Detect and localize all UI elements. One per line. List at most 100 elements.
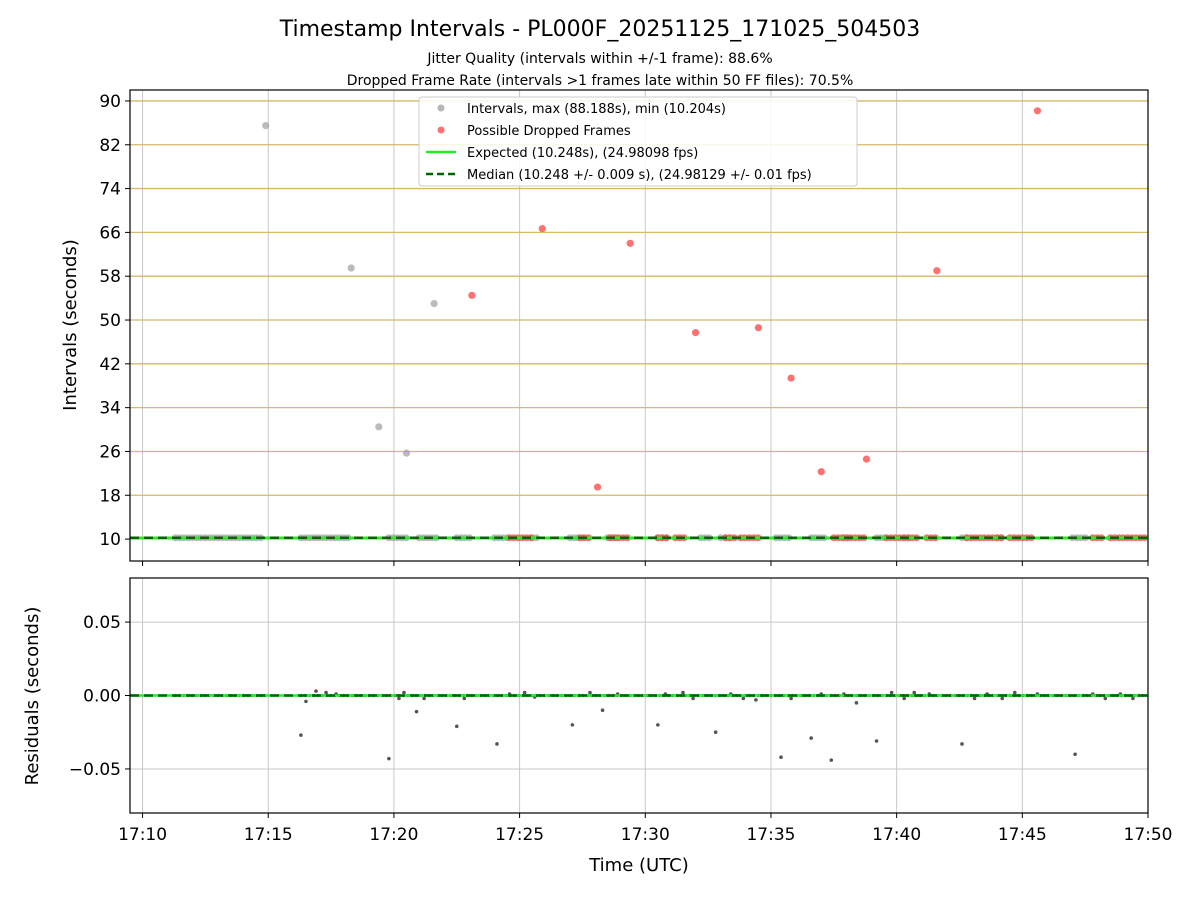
residuals-x-ticks: 17:10 17:15 17:20 17:25 17:30 17:35 17:40 17:45… <box>118 813 1173 845</box>
intervals-y-tick-label: 66 <box>99 223 121 243</box>
dropped-frame-point <box>754 324 762 332</box>
dropped-frame-point <box>538 224 546 233</box>
residual-point <box>829 758 834 762</box>
residual-point <box>681 690 685 695</box>
dropped-frame-point <box>933 267 941 275</box>
residuals-y-tick-label: 0.05 <box>83 613 121 633</box>
residuals-panel: 0.050.00−0.05 17:10 17:15 17:20 17:25 17:30 1… <box>22 577 1173 876</box>
legend-expected-label: Expected (10.248s), (24.98098 fps) <box>467 146 698 161</box>
residual-point <box>754 698 758 702</box>
residual-point <box>1103 696 1108 701</box>
residual-point <box>960 742 964 746</box>
dropped-frame-point <box>626 239 634 247</box>
residuals-y-axis-label: Residuals (seconds) <box>22 607 43 786</box>
interval-outlier-point <box>375 423 383 431</box>
legend-box <box>418 96 858 187</box>
intervals-y-tick-label: 10 <box>99 530 121 550</box>
residual-point <box>462 696 467 701</box>
intervals-panel: 10 18 26 34 42 50 58 66 74 82 90 Intervals (second… <box>60 89 1149 566</box>
legend-dropped-label: Possible Dropped Frames <box>467 124 631 139</box>
x-tick-label: 17:40 <box>872 825 921 845</box>
residual-point <box>402 690 406 695</box>
residual-point <box>600 708 605 712</box>
residual-point <box>422 696 426 701</box>
chart-subtitle-jitter: Jitter Quality (intervals within +/-1 fr… <box>426 51 772 67</box>
residuals-y-ticks: 0.05 0.00 −0.05 <box>69 613 130 780</box>
x-tick-label: 17:10 <box>118 825 167 845</box>
interval-outlier-point <box>402 449 411 457</box>
residual-point <box>1000 696 1005 701</box>
dropped-frame-point <box>691 329 700 337</box>
residual-point <box>741 696 746 701</box>
intervals-y-axis-label: Intervals (seconds) <box>60 239 81 411</box>
residual-point <box>1012 690 1017 695</box>
residual-point <box>1073 752 1077 757</box>
intervals-y-tick-label: 58 <box>99 267 121 287</box>
x-tick-label: 17:35 <box>746 825 795 845</box>
x-tick-label: 17:45 <box>998 825 1047 845</box>
x-tick-label: 17:30 <box>621 825 670 845</box>
residual-point <box>1131 696 1135 701</box>
residuals-y-tick-label: −0.05 <box>69 760 121 780</box>
residual-point <box>656 723 660 727</box>
residual-point <box>570 723 575 727</box>
residual-point <box>387 756 391 761</box>
residual-point <box>691 696 695 701</box>
residual-point <box>874 739 879 743</box>
residuals-y-tick-label: 0.00 <box>83 687 121 707</box>
residual-point <box>314 689 318 693</box>
intervals-y-tick-label: 18 <box>99 486 121 506</box>
legend-intervals-label: Intervals, max (88.188s), min (10.204s) <box>467 102 726 117</box>
x-tick-label: 17:20 <box>369 825 418 845</box>
residual-point <box>588 690 592 695</box>
residual-point <box>889 690 894 695</box>
residual-point <box>713 730 718 735</box>
residual-point <box>809 736 813 740</box>
interval-outlier-point <box>430 299 438 308</box>
residual-point <box>779 755 783 759</box>
dropped-frame-point <box>468 291 476 299</box>
x-tick-label: 17:25 <box>495 825 544 845</box>
chart-legend: Intervals, max (88.188s), min (10.204s) … <box>418 96 858 187</box>
residuals-points <box>173 689 1149 762</box>
x-tick-label: 17:50 <box>1124 825 1173 845</box>
residual-point <box>854 701 859 705</box>
residual-point <box>495 742 499 746</box>
dropped-frame-point <box>593 483 602 491</box>
residual-point <box>397 696 401 701</box>
intervals-y-tick-label: 90 <box>99 92 121 112</box>
residual-point <box>454 724 459 729</box>
interval-outlier-point <box>347 264 355 272</box>
dropped-frame-point <box>817 468 825 476</box>
x-tick-label: 17:15 <box>244 825 293 845</box>
intervals-y-tick-label: 50 <box>99 311 121 331</box>
interval-outlier-point <box>262 121 270 130</box>
intervals-y-tick-label: 74 <box>99 180 121 200</box>
intervals-y-tick-label: 34 <box>99 399 121 419</box>
intervals-axes-frame <box>129 89 1149 562</box>
residual-point <box>522 690 527 695</box>
dropped-frame-point <box>1033 107 1042 115</box>
residual-point <box>902 696 906 701</box>
intervals-x-ticks <box>142 561 1149 566</box>
residual-point <box>304 699 308 704</box>
dropped-frame-point <box>862 455 871 463</box>
intervals-y-tick-label: 42 <box>99 355 121 375</box>
intervals-y-tick-label: 26 <box>99 442 121 462</box>
chart-title: Timestamp Intervals - PL000F_20251125_17… <box>279 17 921 42</box>
legend-intervals-marker <box>437 104 445 112</box>
residual-point <box>414 709 419 714</box>
residual-point <box>972 696 977 701</box>
residual-point <box>912 690 917 695</box>
chart-subtitle-dropped: Dropped Frame Rate (intervals >1 frames … <box>347 73 854 89</box>
dropped-frame-point <box>787 374 795 382</box>
residual-point <box>789 696 793 701</box>
legend-dropped-marker <box>437 126 445 134</box>
legend-median-label: Median (10.248 +/- 0.009 s), (24.98129 +… <box>467 168 812 183</box>
residual-point <box>324 690 328 695</box>
x-axis-label: Time (UTC) <box>588 855 689 876</box>
intervals-y-ticks: 10 18 26 34 42 50 58 66 74 82 90 <box>99 92 130 550</box>
residual-point <box>299 733 303 737</box>
intervals-y-tick-label: 82 <box>99 136 121 156</box>
